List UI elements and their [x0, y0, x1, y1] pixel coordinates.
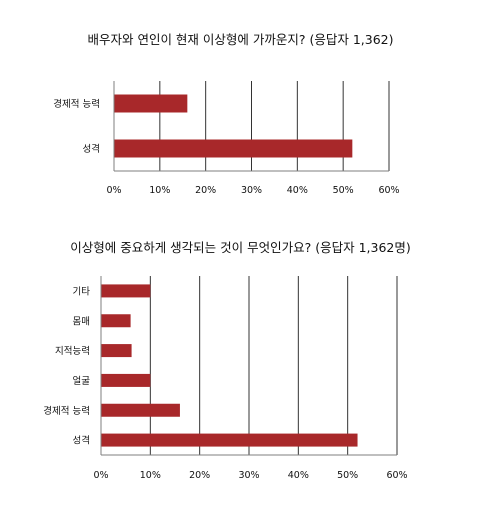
chart2-x-tick-label: 20%: [189, 470, 210, 481]
chart1-x-tick-label: 10%: [149, 185, 170, 196]
chart2-category-label: 얼굴: [73, 376, 91, 387]
chart2-x-tick-label: 30%: [238, 470, 259, 481]
chart2-category-label: 경제적 능력: [43, 405, 90, 417]
chart2-bar: [101, 433, 358, 447]
chart2-bar: [101, 314, 131, 328]
chart2-x-tick-label: 60%: [386, 470, 407, 481]
chart2-bar: [101, 403, 180, 417]
chart2-category-label: 지적능력: [55, 345, 90, 357]
chart1-bar: [114, 94, 188, 113]
chart1-category-label: 성격: [83, 143, 100, 155]
chart1-x-tick-label: 60%: [378, 185, 399, 196]
chart1-x-tick-label: 30%: [241, 185, 262, 196]
chart1-x-tick-label: 20%: [195, 185, 216, 196]
chart2-category-label: 몸매: [73, 316, 90, 327]
chart2-x-tick-label: 50%: [337, 470, 358, 481]
chart2-category-label: 기타: [73, 286, 91, 297]
chart2-x-tick-label: 0%: [93, 470, 108, 481]
chart1-x-tick-label: 40%: [287, 185, 308, 196]
chart1-x-tick-label: 50%: [333, 185, 354, 196]
chart1-category-label: 경제적 능력: [53, 98, 100, 110]
chart2-title: 이상형에 중요하게 생각되는 것이 무엇인가요? (응답자 1,362명): [70, 240, 411, 255]
chart2-bar: [101, 284, 151, 298]
chart2-category-label: 성격: [73, 435, 90, 447]
chart2-x-tick-label: 10%: [140, 470, 161, 481]
chart2-x-tick-label: 40%: [288, 470, 309, 481]
chart1-bar: [114, 139, 353, 158]
chart1-title: 배우자와 연인이 현재 이상형에 가까운지? (응답자 1,362): [87, 32, 394, 47]
chart2-bar: [101, 344, 132, 358]
chart2-bar: [101, 373, 151, 387]
chart1-x-tick-label: 0%: [106, 185, 121, 196]
